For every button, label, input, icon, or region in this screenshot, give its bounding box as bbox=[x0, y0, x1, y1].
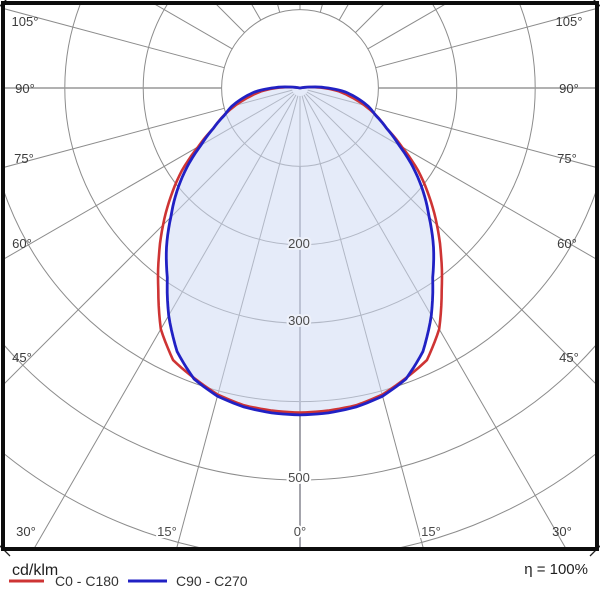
angle-label-right-90: 90° bbox=[559, 81, 579, 96]
radial-label-500: 500 bbox=[288, 470, 310, 485]
plot-frame bbox=[1, 1, 599, 551]
angle-label-left-45: 45° bbox=[12, 350, 32, 365]
radial-label-200: 200 bbox=[288, 236, 310, 251]
angle-label-bottom-15r: 15° bbox=[421, 524, 441, 539]
angle-label-right-105: 105° bbox=[556, 14, 583, 29]
legend-label-c0-c180: C0 - C180 bbox=[55, 573, 119, 589]
efficiency-label: η = 100% bbox=[524, 561, 588, 578]
legend-label-c90-c270: C90 - C270 bbox=[176, 573, 248, 589]
angle-label-bottom-15l: 15° bbox=[157, 524, 177, 539]
grid-ray-285 bbox=[5, 107, 225, 168]
grid-ray-60 bbox=[367, 126, 595, 259]
grid-ray-120 bbox=[367, 5, 445, 50]
grid-ray-105 bbox=[375, 8, 595, 69]
angle-label-bottom-0: 0° bbox=[294, 524, 306, 539]
angle-label-left-30: 30° bbox=[16, 524, 36, 539]
unit-label: cd/klm bbox=[12, 562, 58, 579]
grid-ray-75 bbox=[375, 107, 595, 168]
curve-c90-c270 bbox=[164, 85, 436, 417]
angle-label-right-75: 75° bbox=[557, 151, 577, 166]
angle-label-right-45: 45° bbox=[559, 350, 579, 365]
radial-label-300: 300 bbox=[288, 313, 310, 328]
grid-ray-240 bbox=[155, 5, 233, 50]
grid-ray-255 bbox=[5, 8, 225, 69]
angle-label-left-60: 60° bbox=[12, 236, 32, 251]
angle-label-left-75: 75° bbox=[14, 151, 34, 166]
angle-label-left-105: 105° bbox=[12, 14, 39, 29]
grid-ray-300 bbox=[5, 126, 233, 259]
angle-label-right-60: 60° bbox=[557, 236, 577, 251]
angle-label-right-30: 30° bbox=[552, 524, 572, 539]
intensity-fill bbox=[166, 86, 434, 415]
angle-label-left-90: 90° bbox=[15, 81, 35, 96]
